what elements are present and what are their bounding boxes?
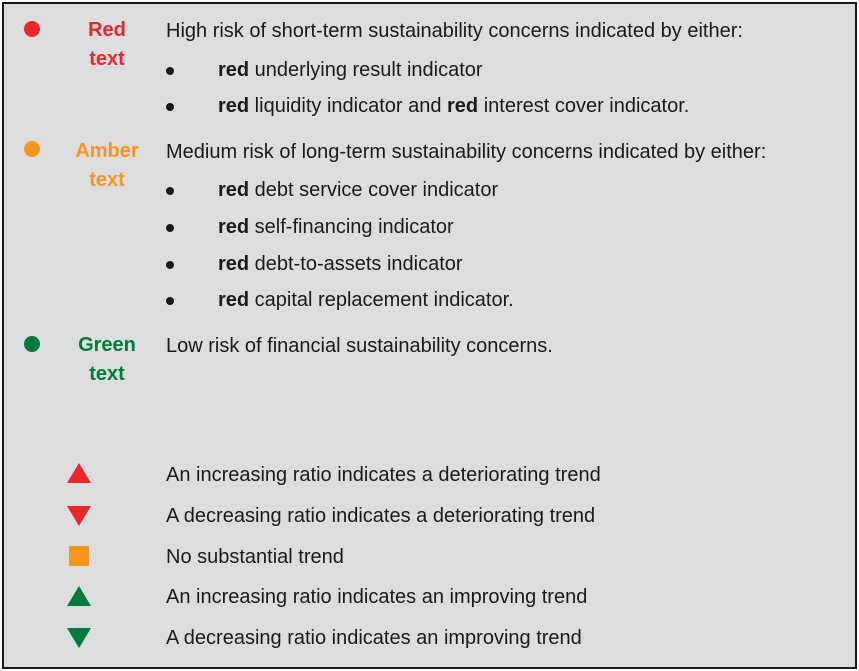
red-dot-icon [24,21,40,37]
green-description: Low risk of financial sustainability con… [166,335,553,357]
trend-text: No substantial trend [166,546,344,568]
green-label: Green text [62,331,152,389]
trend-text: A decreasing ratio indicates a deteriora… [166,505,596,527]
bullet-bold: red [218,289,250,311]
bullet-rest-2: interest cover indicator. [478,95,690,117]
bullet-bold: red [218,59,250,81]
green-dot-icon [24,336,40,352]
green-label-line1: Green [78,334,136,356]
trend-text: An increasing ratio indicates a deterior… [166,464,601,486]
red-up-triangle-icon [67,463,91,483]
amber-label: Amber text [62,137,152,195]
bullet-bold: red [218,253,250,275]
bullet-icon [166,224,174,232]
bullet-bold: red [218,95,250,117]
green-up-triangle-icon [67,586,91,606]
bullet-rest: underlying result indicator [249,59,483,81]
bullet-rest: self-financing indicator [249,216,454,238]
amber-dot-icon [24,141,40,157]
bullet-icon [166,187,174,195]
red-label: Red text [62,16,152,74]
amber-square-icon [69,546,89,566]
bullet-bold: red [218,179,250,201]
trend-text: A decreasing ratio indicates an improvin… [166,627,582,649]
green-down-triangle-icon [67,628,91,648]
bullet-icon [166,297,174,305]
bullet-icon [166,67,174,75]
bullet-rest: debt service cover indicator [249,179,499,201]
bullet-rest: liquidity indicator and [249,95,448,117]
red-label-line1: Red [88,19,126,41]
trend-text: An increasing ratio indicates an improvi… [166,586,588,608]
red-label-line2: text [89,48,125,70]
bullet-rest: capital replacement indicator. [249,289,514,311]
green-label-line2: text [89,363,125,385]
amber-label-line1: Amber [75,140,139,162]
bullet-rest: debt-to-assets indicator [249,253,463,275]
amber-description: Medium risk of long-term sustainability … [166,141,767,163]
bullet-icon [166,103,174,111]
bullet-bold-2: red [447,95,479,117]
amber-label-line2: text [89,169,125,191]
bullet-icon [166,261,174,269]
red-down-triangle-icon [67,506,91,526]
bullet-bold: red [218,216,250,238]
red-description: High risk of short-term sustainability c… [166,20,743,42]
